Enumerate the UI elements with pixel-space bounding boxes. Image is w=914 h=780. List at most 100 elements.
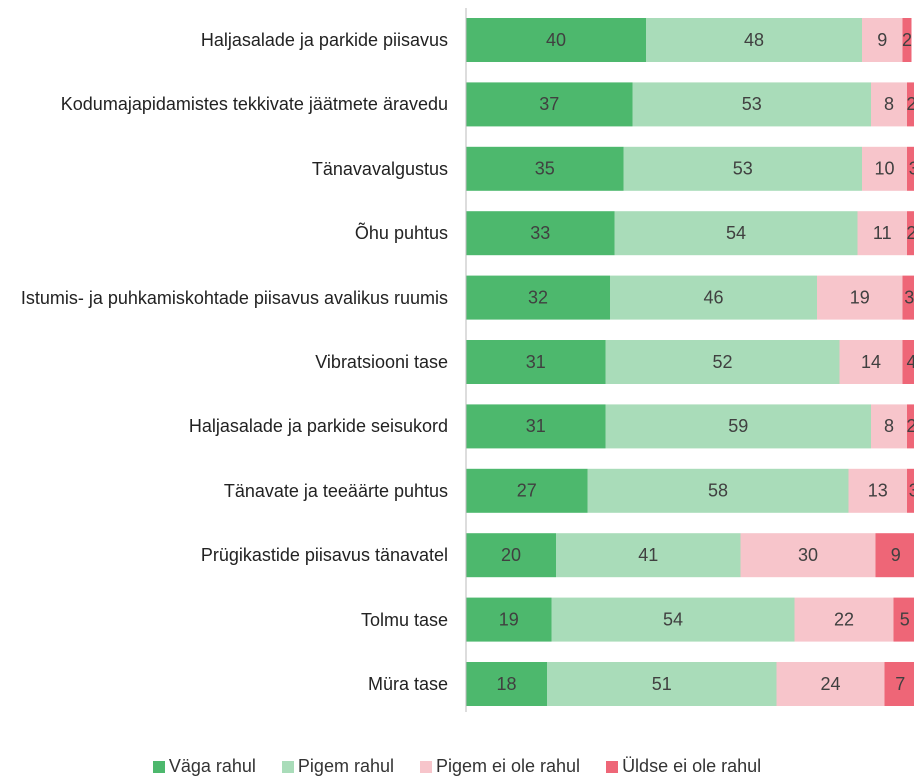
bar-segment bbox=[605, 340, 840, 384]
data-label: 8 bbox=[884, 94, 894, 114]
data-label: 14 bbox=[861, 352, 881, 372]
bar-segment bbox=[884, 662, 914, 706]
bar-segment bbox=[466, 662, 547, 706]
data-label: 40 bbox=[546, 30, 566, 50]
bar-segment bbox=[466, 404, 606, 449]
bar-segment bbox=[551, 597, 795, 642]
legend-item: Pigem ei ole rahul bbox=[419, 756, 581, 777]
legend-label: Väga rahul bbox=[168, 756, 256, 776]
data-label: 59 bbox=[728, 416, 748, 436]
data-label: 24 bbox=[820, 674, 840, 694]
bar-segment bbox=[839, 340, 903, 384]
legend-swatch bbox=[281, 760, 294, 773]
legend-label: Pigem rahul bbox=[297, 756, 394, 776]
bar-segment bbox=[547, 662, 777, 706]
data-label: 51 bbox=[652, 674, 672, 694]
data-label: 53 bbox=[742, 94, 762, 114]
data-label: 54 bbox=[726, 223, 746, 243]
data-label: 54 bbox=[663, 609, 683, 629]
bar-segment bbox=[857, 211, 907, 256]
data-label: 10 bbox=[874, 159, 894, 179]
legend-swatch bbox=[419, 760, 432, 773]
data-label: 11 bbox=[873, 223, 892, 243]
bar-segment bbox=[556, 533, 741, 578]
legend-item: Väga rahul bbox=[152, 756, 256, 777]
bar-segment bbox=[466, 82, 633, 127]
bar-segment bbox=[907, 146, 914, 191]
data-label: 33 bbox=[530, 223, 550, 243]
data-label: 13 bbox=[868, 481, 888, 501]
data-label: 19 bbox=[850, 287, 870, 307]
bar-segment bbox=[794, 597, 894, 642]
legend-label: Pigem ei ole rahul bbox=[435, 756, 581, 776]
data-label: 48 bbox=[744, 30, 764, 50]
category-label: Haljasalade ja parkide piisavus bbox=[200, 30, 448, 50]
data-label: 3 bbox=[909, 481, 914, 501]
legend: Väga rahul Pigem rahul Pigem ei ole rahul Ü… bbox=[0, 756, 914, 777]
data-label: 18 bbox=[496, 674, 516, 694]
bar-segment bbox=[610, 275, 817, 320]
bar-segment bbox=[646, 18, 862, 62]
plot: 40 48 9 237 53 8 235 53 10 333 54 11 232 46 19 331 52 14 4… bbox=[465, 8, 914, 712]
legend-swatch bbox=[152, 760, 165, 773]
category-label: Müra tase bbox=[367, 674, 448, 694]
category-label: Tänavate ja teeäärte puhtus bbox=[223, 480, 448, 501]
data-label: 31 bbox=[526, 352, 546, 372]
data-label: 2 bbox=[906, 94, 914, 114]
bar-segment bbox=[623, 146, 862, 191]
data-label: 5 bbox=[900, 609, 910, 629]
bar-segment bbox=[907, 211, 914, 256]
bar-segment bbox=[466, 597, 552, 642]
legend-swatch bbox=[606, 760, 619, 773]
category-label: Prügikastide piisavus tänavatel bbox=[200, 545, 448, 566]
bar-segment bbox=[871, 404, 907, 449]
bar-segment bbox=[587, 468, 849, 513]
bar-segment bbox=[907, 404, 914, 449]
data-label: 37 bbox=[539, 94, 559, 114]
bar-segment bbox=[862, 146, 907, 191]
category-label: Istumis- ja puhkamiskohtade piisavus ava… bbox=[20, 287, 448, 308]
bar-segment bbox=[466, 533, 556, 578]
category-label: Vibratsiooni tase bbox=[315, 352, 448, 372]
data-label: 35 bbox=[535, 159, 555, 179]
bar-segment bbox=[466, 275, 610, 320]
bar-segment bbox=[902, 275, 914, 320]
bar-segment bbox=[466, 340, 606, 384]
bar-segment bbox=[466, 18, 646, 62]
bar-segment bbox=[466, 211, 615, 256]
data-label: 4 bbox=[906, 352, 914, 372]
bar-segment bbox=[902, 18, 912, 62]
data-label: 27 bbox=[517, 481, 537, 501]
bar-segment bbox=[466, 146, 624, 191]
bar-segment bbox=[466, 468, 588, 513]
category-label: Tänavavalgustus bbox=[311, 158, 448, 179]
data-label: 3 bbox=[909, 159, 914, 179]
bar-segment bbox=[862, 18, 903, 62]
category-label: Kodumajapidamistes tekkivate jäätmete är… bbox=[60, 94, 448, 115]
category-label: Tolmu tase bbox=[360, 609, 448, 630]
data-label: 2 bbox=[906, 416, 914, 436]
bar-segment bbox=[893, 597, 914, 642]
data-label: 58 bbox=[708, 481, 728, 501]
data-label: 32 bbox=[528, 287, 548, 307]
data-label: 2 bbox=[906, 223, 914, 243]
bar-segment bbox=[614, 211, 858, 256]
bar-segment bbox=[776, 662, 885, 706]
data-label: 41 bbox=[638, 545, 658, 565]
bar-segment bbox=[907, 82, 914, 127]
data-label: 9 bbox=[891, 545, 901, 565]
data-label: 7 bbox=[895, 674, 905, 694]
category-label: Õhu puhtus bbox=[354, 223, 448, 244]
data-label: 52 bbox=[712, 352, 732, 372]
bar-segment bbox=[848, 468, 907, 513]
data-label: 30 bbox=[798, 545, 818, 565]
data-label: 20 bbox=[501, 545, 521, 565]
bar-segment bbox=[632, 82, 871, 127]
bar-segment bbox=[907, 468, 914, 513]
bar-segment bbox=[902, 340, 914, 384]
legend-item: Pigem rahul bbox=[281, 756, 394, 777]
data-label: 9 bbox=[877, 30, 887, 50]
legend-label: Üldse ei ole rahul bbox=[622, 756, 762, 776]
bar-segment bbox=[871, 82, 907, 127]
